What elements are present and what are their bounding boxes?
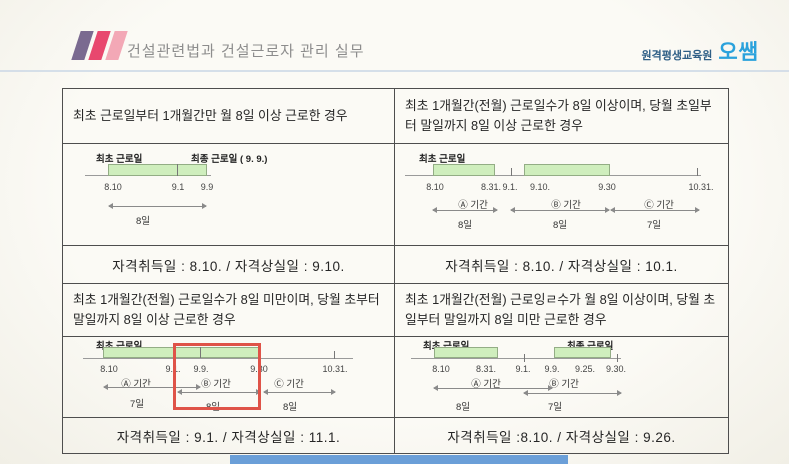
period-label-b: Ⓑ 기간: [551, 200, 581, 211]
case-cell-top-right: 최초 1개월간(전월) 근로일수가 8일 이상이며, 당월 초일부터 말일까지 …: [395, 89, 728, 144]
page-title: 건설관련법과 건설근로자 관리 실무: [127, 43, 365, 60]
date-label: 10.31.: [688, 182, 714, 192]
brand-prefix-text: 원격평생교육원: [641, 50, 713, 62]
diagram-cell-bottom-left: 최초 근로일 8.10 9.1. 9.9. 9.30 10.31. Ⓐ 기간 Ⓑ…: [63, 337, 395, 418]
case-text-top-right: 최초 1개월간(전월) 근로일수가 8일 이상이며, 당월 초일부터 말일까지 …: [405, 98, 712, 133]
case-text-bottom-left: 최초 1개월간(전월) 근로일수가 8일 미만이며, 당월 초부터 말일까지 8…: [73, 292, 380, 327]
timeline-tick: [697, 168, 698, 176]
timeline-start-label: 최초 근로일: [419, 154, 466, 165]
date-label: 9.9.: [193, 364, 209, 374]
case-table: 최초 근로일부터 1개월간만 월 8일 이상 근로한 경우 최초 1개월간(전월…: [62, 88, 729, 454]
work-period-bar: [554, 347, 611, 358]
case-cell-top-left: 최초 근로일부터 1개월간만 월 8일 이상 근로한 경우: [63, 89, 395, 144]
date-label: 10.31.: [322, 364, 348, 374]
work-period-bar: [524, 164, 610, 176]
span-arrow: [433, 385, 553, 391]
day-count-label: 7일: [646, 220, 662, 231]
period-label-b: Ⓑ 기간: [201, 379, 231, 390]
period-label-c: Ⓒ 기간: [274, 379, 304, 390]
span-arrow: [108, 203, 207, 209]
result-cell-bottom-right: 자격취득일 :8.10. / 자격상실일 : 9.26.: [395, 418, 728, 453]
brand-logo: 원격평생교육원 오쌤: [642, 36, 759, 66]
work-period-bar: [108, 164, 207, 176]
date-label: 8.31.: [480, 182, 502, 192]
timeline-tick: [200, 347, 201, 358]
work-period-bar: [434, 347, 498, 358]
day-count-label: 8일: [457, 220, 473, 231]
date-label: 9.10.: [529, 182, 551, 192]
date-label: 8.10: [100, 364, 118, 374]
timeline-tick: [511, 168, 512, 176]
span-arrow: [610, 207, 700, 213]
date-label: 9.30: [598, 182, 616, 192]
timeline-axis: [83, 358, 353, 359]
highlight-box: [173, 343, 261, 410]
case-cell-bottom-left: 최초 1개월간(전월) 근로일수가 8일 미만이며, 당월 초부터 말일까지 8…: [63, 284, 395, 337]
timeline-top-left: 최초 근로일 최종 근로일 ( 9. 9.) 8.10 9.1 9.9 8일: [63, 144, 394, 245]
period-label-a: Ⓐ 기간: [471, 379, 501, 390]
span-arrow: [432, 207, 498, 213]
timeline-start-label: 최초 근로일: [96, 154, 143, 165]
case-text-top-left: 최초 근로일부터 1개월간만 월 8일 이상 근로한 경우: [73, 108, 348, 124]
result-cell-top-left: 자격취득일 : 8.10. / 자격상실일 : 9.10.: [63, 246, 395, 284]
day-count-label: 7일: [547, 402, 563, 413]
timeline-bottom-left: 최초 근로일 8.10 9.1. 9.9. 9.30 10.31. Ⓐ 기간 Ⓑ…: [63, 337, 394, 417]
span-arrow: [510, 207, 610, 213]
span-arrow: [263, 389, 336, 395]
span-arrow: [103, 384, 201, 390]
result-text-bottom-left: 자격취득일 : 9.1. / 자격상실일 : 11.1.: [116, 429, 341, 445]
timeline-tick: [334, 351, 335, 359]
timeline-top-right: 최초 근로일 8.10 8.31. 9.1. 9.10. 9.30 10.31.…: [395, 144, 728, 245]
diagram-cell-top-right: 최초 근로일 8.10 8.31. 9.1. 9.10. 9.30 10.31.…: [395, 144, 728, 246]
result-text-top-right: 자격취득일 : 8.10. / 자격상실일 : 10.1.: [445, 258, 678, 274]
day-count-label: 8일: [135, 216, 151, 227]
timeline-tick: [524, 354, 525, 362]
timeline-axis: [411, 358, 621, 359]
date-label: 8.10: [426, 182, 444, 192]
diagram-cell-top-left: 최초 근로일 최종 근로일 ( 9. 9.) 8.10 9.1 9.9 8일: [63, 144, 395, 246]
date-label: 9.25.: [574, 364, 596, 374]
date-label: 9.30.: [605, 364, 627, 374]
period-label-a: Ⓐ 기간: [458, 200, 488, 211]
date-label: 9.9.: [544, 364, 560, 374]
timeline-tick: [177, 164, 178, 176]
date-label: 9.1.: [502, 182, 518, 192]
date-label: 8.31.: [475, 364, 497, 374]
result-text-top-left: 자격취득일 : 8.10. / 자격상실일 : 9.10.: [112, 258, 345, 274]
timeline-end-label: 최종 근로일 ( 9. 9.): [191, 154, 268, 165]
day-count-label: 8일: [455, 402, 471, 413]
day-count-label: 8일: [552, 220, 568, 231]
span-arrow: [523, 390, 622, 396]
result-cell-bottom-left: 자격취득일 : 9.1. / 자격상실일 : 11.1.: [63, 418, 395, 453]
result-cell-top-right: 자격취득일 : 8.10. / 자격상실일 : 10.1.: [395, 246, 728, 284]
timeline-bottom-right: 최초 근로일 최종 근로일 8.10 8.31. 9.1. 9.9. 9.25.…: [395, 337, 728, 417]
header-divider: [0, 70, 789, 72]
period-label-c: Ⓒ 기간: [644, 200, 674, 211]
timeline-end-label: 최종 근로일: [567, 338, 613, 352]
day-count-label: 8일: [282, 402, 298, 413]
logo-stripes-icon: [71, 31, 128, 60]
case-text-bottom-right: 최초 1개월간(전월) 근로잉ㄹ수가 월 8일 이상이며, 당월 초일부터 말일…: [405, 292, 716, 327]
work-period-bar: [433, 164, 495, 176]
day-count-label: 7일: [129, 399, 145, 410]
date-label: 8.10: [432, 364, 450, 374]
date-label: 9.9: [200, 182, 214, 192]
timeline-tick: [617, 354, 618, 362]
date-label: 9.1: [171, 182, 185, 192]
period-label-b: Ⓑ 기간: [549, 379, 579, 390]
period-label-a: Ⓐ 기간: [121, 379, 151, 390]
date-label: 8.10: [104, 182, 122, 192]
timeline-start-label: 최초 근로일: [423, 341, 469, 352]
date-label: 9.1.: [515, 364, 531, 374]
brand-name-text: 오쌤: [718, 41, 759, 64]
footer-blue-strip: [230, 455, 568, 464]
result-text-bottom-right: 자격취득일 :8.10. / 자격상실일 : 9.26.: [447, 429, 676, 445]
timeline-start-label: 최초 근로일: [96, 338, 142, 352]
case-cell-bottom-right: 최초 1개월간(전월) 근로잉ㄹ수가 월 8일 이상이며, 당월 초일부터 말일…: [395, 284, 728, 337]
diagram-cell-bottom-right: 최초 근로일 최종 근로일 8.10 8.31. 9.1. 9.9. 9.25.…: [395, 337, 728, 418]
